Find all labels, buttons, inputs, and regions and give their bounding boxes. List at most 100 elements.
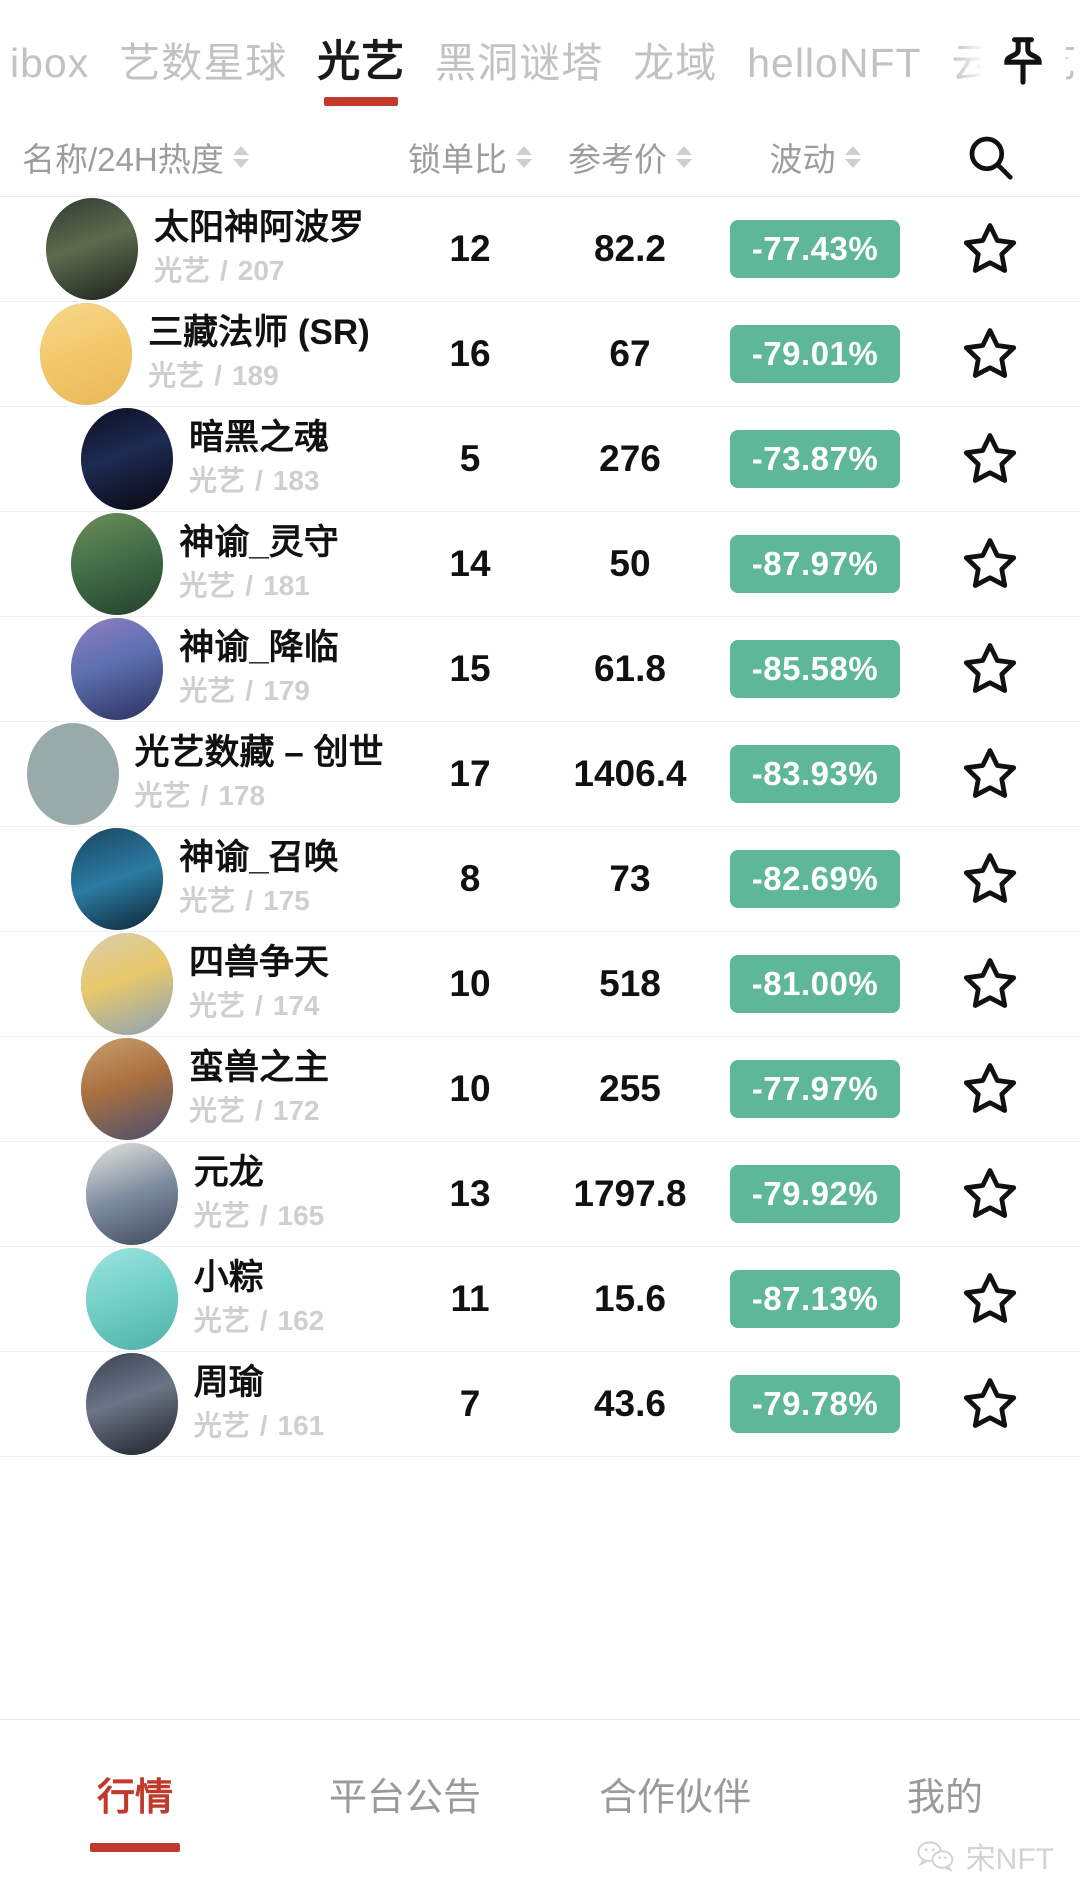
favorite-star-icon[interactable] bbox=[910, 1269, 1070, 1329]
favorite-star-icon[interactable] bbox=[910, 219, 1070, 279]
row-change-cell: -82.69% bbox=[720, 850, 910, 908]
status-badge: -87.13% bbox=[730, 1270, 900, 1328]
row-change-cell: -79.92% bbox=[720, 1165, 910, 1223]
bottom-nav-label: 我的 bbox=[906, 1777, 983, 1819]
category-tab-label: 光艺 bbox=[317, 38, 406, 86]
row-change-cell: -79.78% bbox=[720, 1375, 910, 1433]
row-name-cell[interactable]: 三藏法师 (SR) 光艺 / 189 bbox=[0, 303, 400, 405]
row-name-cell[interactable]: 周瑜 光艺 / 161 bbox=[0, 1353, 400, 1455]
table-row[interactable]: 周瑜 光艺 / 161 7 43.6 -79.78% bbox=[0, 1352, 1080, 1457]
row-name: 周瑜 bbox=[193, 1362, 264, 1402]
category-tab-2[interactable]: 艺数星球 bbox=[119, 43, 287, 118]
row-name-cell[interactable]: 元龙 光艺 / 165 bbox=[0, 1143, 400, 1245]
row-ref-price: 1797.8 bbox=[573, 1173, 687, 1214]
row-lock-ratio: 13 bbox=[449, 1173, 491, 1214]
row-name-cell[interactable]: 太阳神阿波罗 光艺 / 207 bbox=[0, 198, 400, 300]
sort-arrows-icon[interactable] bbox=[232, 146, 249, 168]
avatar bbox=[40, 303, 133, 405]
row-heat: 183 bbox=[272, 465, 320, 497]
favorite-star-icon[interactable] bbox=[910, 429, 1070, 489]
row-name-cell[interactable]: 四兽争天 光艺 / 174 bbox=[0, 933, 400, 1035]
column-header-lock-ratio[interactable]: 锁单比 bbox=[400, 133, 540, 181]
favorite-star-icon[interactable] bbox=[910, 324, 1070, 384]
row-name: 元龙 bbox=[193, 1152, 264, 1192]
row-name-cell[interactable]: 蛮兽之主 光艺 / 172 bbox=[0, 1038, 400, 1140]
row-heat: 174 bbox=[272, 990, 320, 1022]
pin-icon[interactable] bbox=[980, 18, 1066, 104]
row-name: 神谕_降临 bbox=[179, 627, 339, 667]
bottom-navigation[interactable]: 行情 平台公告 合作伙伴 我的 宋NFT bbox=[0, 1719, 1080, 1902]
row-name-cell[interactable]: 小粽 光艺 / 162 bbox=[0, 1248, 400, 1350]
row-lock-ratio: 5 bbox=[459, 438, 481, 479]
bottom-nav-item-3[interactable]: 合作伙伴 bbox=[540, 1720, 810, 1821]
category-tab-4[interactable]: 黑洞谜塔 bbox=[435, 43, 603, 118]
table-row[interactable]: 神谕_灵守 光艺 / 181 14 50 -87.97% bbox=[0, 512, 1080, 617]
favorite-star-icon[interactable] bbox=[910, 639, 1070, 699]
table-row[interactable]: 三藏法师 (SR) 光艺 / 189 16 67 -79.01% bbox=[0, 302, 1080, 407]
row-lock-ratio: 14 bbox=[449, 543, 491, 584]
row-subtitle: 光艺 / 189 bbox=[148, 357, 370, 395]
table-row[interactable]: 神谕_召唤 光艺 / 175 8 73 -82.69% bbox=[0, 827, 1080, 932]
row-name-cell[interactable]: 神谕_召唤 光艺 / 175 bbox=[0, 828, 400, 930]
row-name-cell[interactable]: 神谕_灵守 光艺 / 181 bbox=[0, 513, 400, 615]
row-lock-ratio: 7 bbox=[459, 1383, 481, 1424]
bottom-nav-item-4[interactable]: 我的 bbox=[810, 1720, 1080, 1821]
table-row[interactable]: 暗黑之魂 光艺 / 183 5 276 -73.87% bbox=[0, 407, 1080, 512]
category-tab-scroller[interactable]: ibox艺数星球光艺黑洞谜塔龙域helloNFT云链艺 bbox=[10, 41, 1080, 118]
row-name-box: 神谕_降临光艺 / 179 bbox=[179, 628, 338, 710]
row-subtitle: 光艺 / 179 bbox=[179, 672, 338, 710]
favorite-star-icon[interactable] bbox=[910, 954, 1070, 1014]
favorite-star-icon[interactable] bbox=[910, 534, 1070, 594]
category-tab-3[interactable]: 光艺 bbox=[317, 41, 405, 118]
row-lock-ratio: 12 bbox=[449, 228, 491, 269]
category-tab-1[interactable]: ibox bbox=[10, 43, 89, 118]
category-tab-6[interactable]: helloNFT bbox=[747, 43, 921, 118]
row-separator: / bbox=[245, 570, 254, 602]
bottom-nav-item-1[interactable]: 行情 bbox=[0, 1720, 270, 1852]
avatar bbox=[45, 198, 138, 300]
favorite-star-icon[interactable] bbox=[910, 1059, 1070, 1119]
row-separator: / bbox=[220, 255, 228, 287]
row-heat: 181 bbox=[263, 570, 310, 602]
category-tab-strip[interactable]: ibox艺数星球光艺黑洞谜塔龙域helloNFT云链艺 bbox=[0, 0, 1080, 118]
table-row[interactable]: 蛮兽之主 光艺 / 172 10 255 -77.97% bbox=[0, 1037, 1080, 1142]
row-name-cell[interactable]: 神谕_降临光艺 / 179 bbox=[0, 618, 400, 720]
row-platform: 光艺 bbox=[193, 1305, 250, 1337]
table-row[interactable]: 神谕_降临 光艺 / 179 15 61.8 -85.58% bbox=[0, 617, 1080, 722]
sort-arrows-icon[interactable] bbox=[676, 146, 692, 168]
favorite-star-icon[interactable] bbox=[910, 744, 1070, 804]
row-platform: 光艺 bbox=[153, 255, 210, 287]
sort-arrows-icon[interactable] bbox=[844, 146, 861, 168]
favorite-star-icon[interactable] bbox=[910, 1164, 1070, 1224]
column-header-ref-price[interactable]: 参考价 bbox=[540, 133, 720, 181]
row-ref-price: 15.6 bbox=[593, 1278, 666, 1319]
bottom-nav-label: 行情 bbox=[96, 1777, 173, 1819]
row-platform: 光艺 bbox=[179, 885, 236, 917]
row-name: 太阳神阿波罗 bbox=[153, 207, 364, 247]
column-header-name[interactable]: 名称/24H热度 bbox=[0, 133, 400, 181]
favorite-star-icon[interactable] bbox=[910, 1374, 1070, 1434]
bottom-nav-item-2[interactable]: 平台公告 bbox=[270, 1720, 540, 1821]
row-heat: 161 bbox=[277, 1410, 325, 1442]
table-row[interactable]: 小粽 光艺 / 162 11 15.6 -87.13% bbox=[0, 1247, 1080, 1352]
market-list[interactable]: 太阳神阿波罗 光艺 / 207 12 82.2 -77.43% 三藏法师 (SR) 光艺 / 189… bbox=[0, 197, 1080, 1719]
table-row[interactable]: 太阳神阿波罗 光艺 / 207 12 82.2 -77.43% bbox=[0, 197, 1080, 302]
row-lock-ratio: 10 bbox=[449, 963, 491, 1004]
row-ref-price: 1406.4 bbox=[573, 753, 687, 794]
row-ref-price: 67 bbox=[609, 333, 651, 374]
avatar bbox=[80, 933, 173, 1035]
search-icon[interactable] bbox=[910, 130, 1070, 184]
row-name-cell[interactable]: 暗黑之魂 光艺 / 183 bbox=[0, 408, 400, 510]
table-row[interactable]: 元龙 光艺 / 165 13 1797.8 -79.92% bbox=[0, 1142, 1080, 1247]
category-tab-5[interactable]: 龙域 bbox=[633, 43, 717, 118]
table-row[interactable]: 光艺数藏 – 创世 光艺 / 178 17 1406.4 -83.93% bbox=[0, 722, 1080, 827]
column-header-change[interactable]: 波动 bbox=[720, 133, 910, 181]
row-separator: / bbox=[255, 990, 263, 1022]
category-tab-label: 艺数星球 bbox=[119, 40, 288, 86]
row-heat: 175 bbox=[263, 885, 310, 917]
table-row[interactable]: 四兽争天 光艺 / 174 10 518 -81.00% bbox=[0, 932, 1080, 1037]
row-name-cell[interactable]: 光艺数藏 – 创世 光艺 / 178 bbox=[0, 723, 400, 825]
sort-arrows-icon[interactable] bbox=[516, 146, 532, 168]
row-heat: 162 bbox=[277, 1305, 325, 1337]
favorite-star-icon[interactable] bbox=[910, 849, 1070, 909]
